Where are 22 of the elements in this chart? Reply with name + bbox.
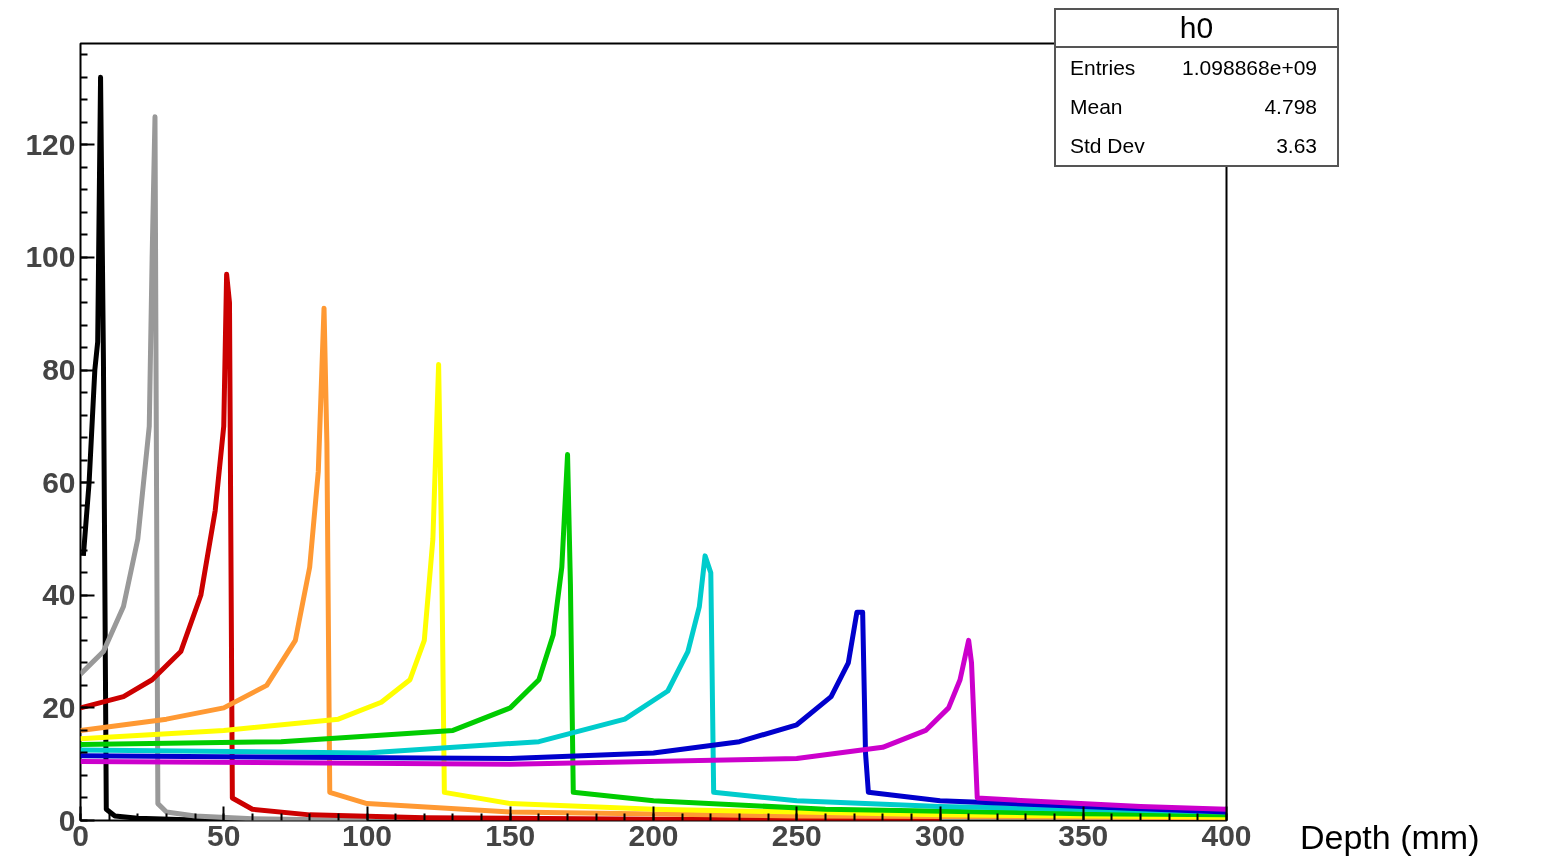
x-tick-label: 50 xyxy=(207,818,241,852)
text: 4.798 xyxy=(1264,94,1317,119)
annotation: Std Dev xyxy=(1070,133,1145,158)
y-tick-label: 60 xyxy=(42,465,76,499)
annotation: h0 xyxy=(1056,10,1337,48)
x-tick-label: 350 xyxy=(1058,818,1109,852)
text: 3.63 xyxy=(1276,133,1317,158)
y-tick-label: 120 xyxy=(25,127,76,161)
x-tick-label: 400 xyxy=(1201,818,1252,852)
x-tick-label: 100 xyxy=(341,818,393,852)
x-tick-label: 300 xyxy=(914,818,966,852)
annotation: 1.098868e+09 xyxy=(1182,55,1317,80)
annotation: Entries xyxy=(1070,55,1136,80)
x-axis-title: Depth (mm) xyxy=(1300,818,1480,857)
x-tick-label: 200 xyxy=(628,818,679,852)
y-tick-label: 40 xyxy=(42,578,76,612)
annotation: Mean xyxy=(1070,94,1123,119)
y-tick-label: 80 xyxy=(42,353,76,387)
x-tick-label: 250 xyxy=(771,818,822,852)
x-tick-label: 150 xyxy=(485,818,536,852)
y-tick-label: 20 xyxy=(42,690,76,724)
y-tick-label: 100 xyxy=(25,240,76,274)
